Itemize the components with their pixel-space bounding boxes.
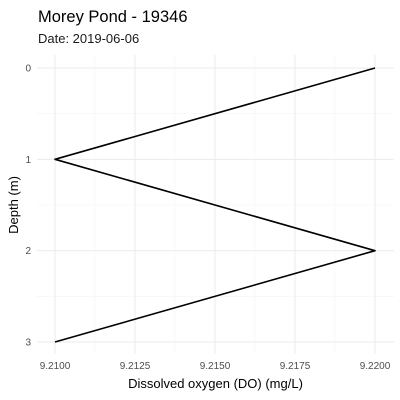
x-axis-ticks: 9.2100 9.2125 9.2150 9.2175 9.2200: [40, 361, 391, 372]
y-tick-label: 2: [25, 246, 31, 257]
y-tick-label: 3: [25, 338, 31, 349]
do-profile-line: [54, 67, 376, 343]
y-axis-title: Depth (m): [6, 176, 21, 234]
series-layer: [54, 67, 376, 343]
x-axis-title: Dissolved oxygen (DO) (mg/L): [128, 376, 303, 391]
y-axis-ticks: 0 1 2 3: [25, 64, 31, 349]
x-tick-label: 9.2100: [40, 361, 71, 372]
y-tick-label: 1: [25, 155, 31, 166]
chart-subtitle: Date: 2019-06-06: [38, 31, 139, 46]
x-tick-label: 9.2200: [360, 361, 391, 372]
chart-title: Morey Pond - 19346: [38, 8, 188, 26]
x-tick-label: 9.2175: [280, 361, 311, 372]
x-tick-label: 9.2150: [200, 361, 231, 372]
y-tick-label: 0: [25, 64, 31, 75]
x-tick-label: 9.2125: [120, 361, 151, 372]
